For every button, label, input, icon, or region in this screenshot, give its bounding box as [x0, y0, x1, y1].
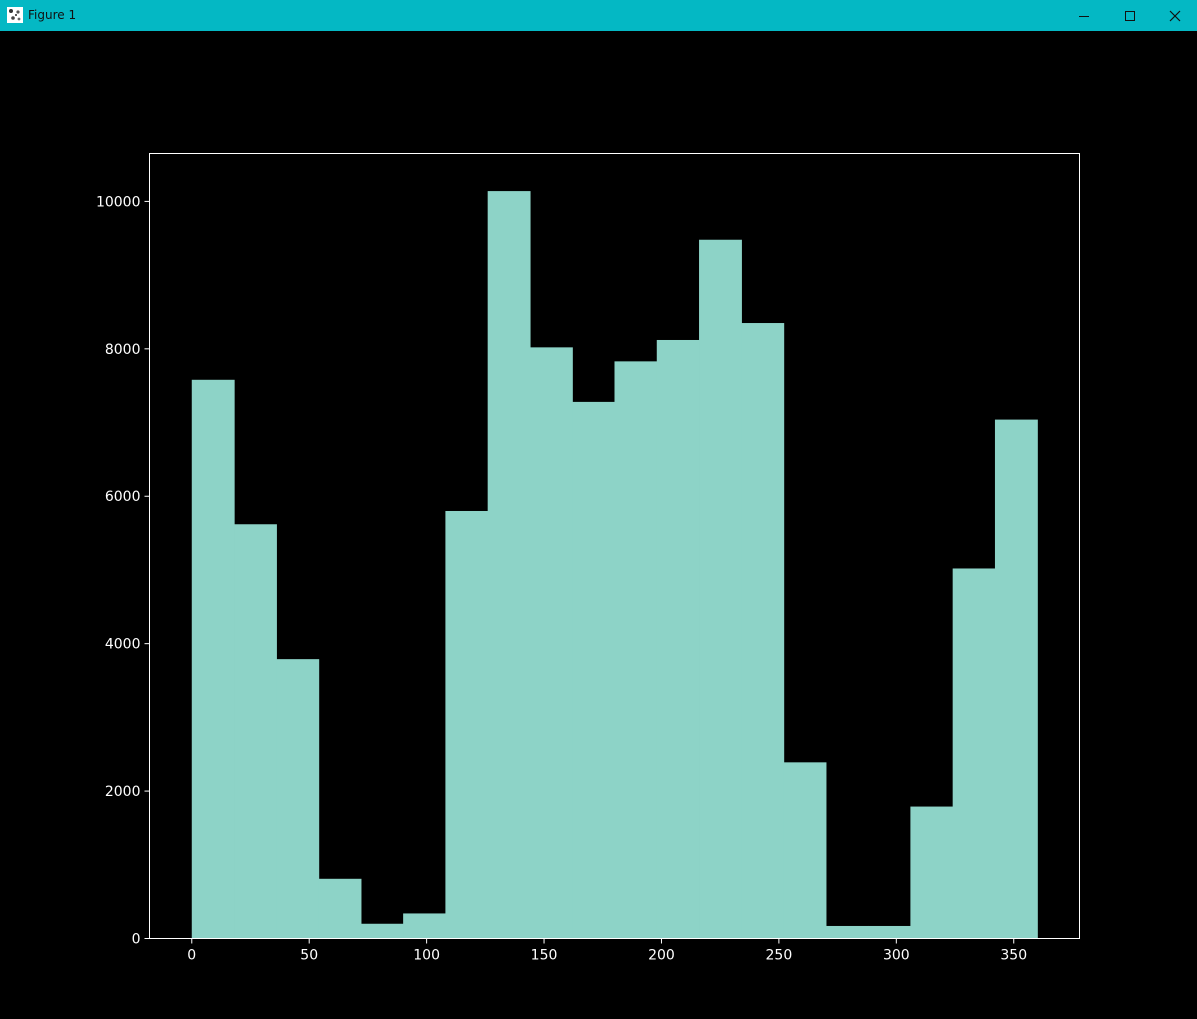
x-tick-label: 350	[1000, 948, 1027, 964]
histogram-bar-2	[276, 659, 320, 939]
histogram-bar-3	[318, 878, 362, 939]
maximize-icon	[1125, 10, 1135, 21]
histogram-bar-10	[614, 361, 658, 939]
maximize-button[interactable]	[1107, 0, 1153, 31]
histogram-bar-6	[445, 510, 489, 939]
window-titlebar: Figure 1	[0, 0, 1197, 31]
minimize-icon	[1079, 15, 1089, 17]
x-tick-label: 150	[531, 948, 558, 964]
matplotlib-figure-icon	[7, 7, 23, 23]
close-icon	[1169, 10, 1181, 21]
x-tick-label: 100	[413, 948, 440, 964]
axes-frame	[149, 153, 1080, 939]
minimize-button[interactable]	[1061, 0, 1107, 31]
y-tick-label: 4000	[105, 637, 141, 653]
histogram-bar-12	[699, 239, 742, 939]
x-tick-label: 200	[648, 948, 675, 964]
x-tick-label: 250	[766, 948, 793, 964]
histogram-bar-4	[360, 923, 404, 939]
histogram-bar-8	[529, 347, 573, 939]
histogram-bar-18	[952, 568, 996, 939]
histogram-bar-9	[572, 401, 616, 939]
x-tick-label: 300	[883, 948, 910, 964]
y-tick-label: 0	[132, 932, 141, 948]
y-tick-label: 8000	[105, 342, 141, 358]
close-button[interactable]	[1152, 0, 1197, 31]
y-tick-label: 10000	[96, 194, 141, 210]
x-tick-label: 50	[300, 948, 318, 964]
histogram-bar-11	[656, 339, 700, 939]
window-title: Figure 1	[28, 8, 77, 22]
x-axis-ticks: 0 50 100 150 200 250 300 350	[187, 938, 1027, 964]
histogram-bar-0	[191, 379, 235, 939]
histogram-bar-15	[825, 925, 869, 939]
y-tick-label: 2000	[105, 784, 141, 800]
histogram-bar-1	[234, 524, 277, 939]
histogram-bar-19	[994, 419, 1038, 939]
histogram-bar-16	[868, 925, 912, 939]
figure-canvas: 0 50 100 150 200 250 300 350 0 2000 4000 6000 8000 1…	[0, 31, 1197, 1019]
y-tick-label: 6000	[105, 489, 141, 505]
histogram-bar-7	[487, 191, 531, 939]
y-axis-ticks: 0 2000 4000 6000 8000 10000	[96, 194, 150, 948]
histogram-bar-17	[910, 806, 954, 939]
histogram-chart: 0 50 100 150 200 250 300 350 0 2000 4000 6000 8000 1…	[96, 153, 1080, 964]
histogram-bar-14	[783, 762, 827, 939]
x-tick-label: 0	[187, 948, 196, 964]
histogram-bar-5	[403, 913, 447, 939]
histogram-bar-13	[741, 323, 785, 939]
histogram-bars	[191, 191, 1038, 939]
